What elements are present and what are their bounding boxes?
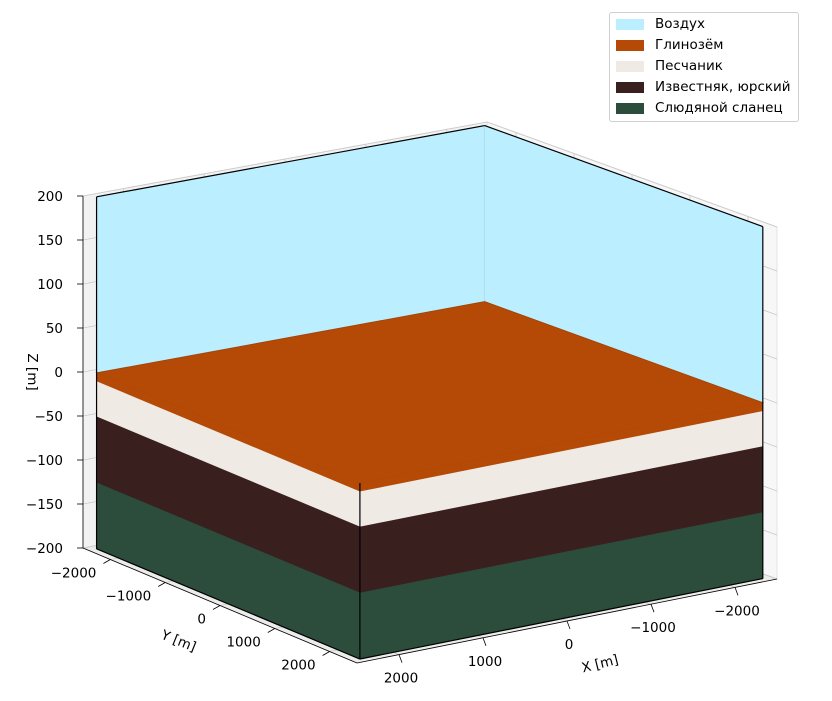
y-tick-1 [158,582,166,587]
y-tick-label-2: 0 [197,612,206,628]
y-tick-3 [267,628,275,633]
x-tick-1 [650,604,655,613]
legend-swatch-mica-schist [616,102,644,114]
z-tick-label-1: 150 [37,233,63,249]
layer-blocks [95,124,765,660]
y-axis-label: Y [m] [158,627,199,656]
block-edge-5 [96,548,361,660]
y-tick-label-1: −1000 [106,589,152,605]
axes: −2000−1000010002000−2000−100001000200020… [26,189,778,687]
x-tick-label-4: 2000 [384,671,418,687]
x-tick-label-1: −1000 [630,620,676,636]
block-edge-3 [96,124,485,198]
y-tick-4 [322,651,330,656]
y-tick-label-0: −2000 [51,566,97,582]
x-tick-3 [482,637,487,646]
z-tick-label-7: −150 [26,497,63,513]
x-tick-0 [734,587,739,596]
z-axis-label: Z [m] [24,353,40,390]
z-tick-label-2: 100 [37,277,63,293]
z-tick-label-5: −50 [35,409,64,425]
block-edge-4 [484,125,764,228]
x-tick-label-0: −2000 [714,603,760,619]
x-tick-label-3: 1000 [468,654,502,670]
x-tick-label-2: 0 [565,637,574,653]
legend-item-limestone: Известняк, юрский [616,78,791,96]
z-tick-label-3: 50 [46,321,63,337]
legend-item-air: Воздух [616,15,705,33]
x-tick-4 [398,654,403,663]
x-tick-2 [566,620,571,630]
legend-swatch-air [616,18,644,30]
legend-swatch-alumina [616,39,644,51]
block-edge-6 [359,577,763,660]
legend-label-limestone: Известняк, юрский [655,79,791,95]
legend-item-sandstone: Песчаник [616,57,723,75]
legend: Воздух Глинозём Песчаник Известняк, юрск… [609,12,799,122]
y-tick-2 [212,605,221,610]
legend-item-alumina: Глинозём [616,36,723,54]
legend-label-sandstone: Песчаник [655,58,723,74]
z-tick-label-0: 200 [37,189,63,205]
y-tick-0 [103,559,111,564]
legend-swatch-limestone [616,81,644,93]
z-tick-label-4: 0 [54,365,63,381]
grid-z-0 [82,121,778,228]
legend-swatch-sandstone [616,60,644,72]
legend-item-mica-schist: Слюдяной сланец [616,99,783,117]
legend-label-mica-schist: Слюдяной сланец [655,100,783,116]
legend-label-alumina: Глинозём [655,37,724,53]
x-axis-label: X [m] [580,652,620,677]
z-tick-label-8: −200 [26,541,63,557]
y-tick-label-4: 2000 [281,658,315,674]
z-tick-label-6: −100 [26,453,63,469]
legend-label-air: Воздух [655,16,706,32]
y-tick-label-3: 1000 [226,635,260,651]
